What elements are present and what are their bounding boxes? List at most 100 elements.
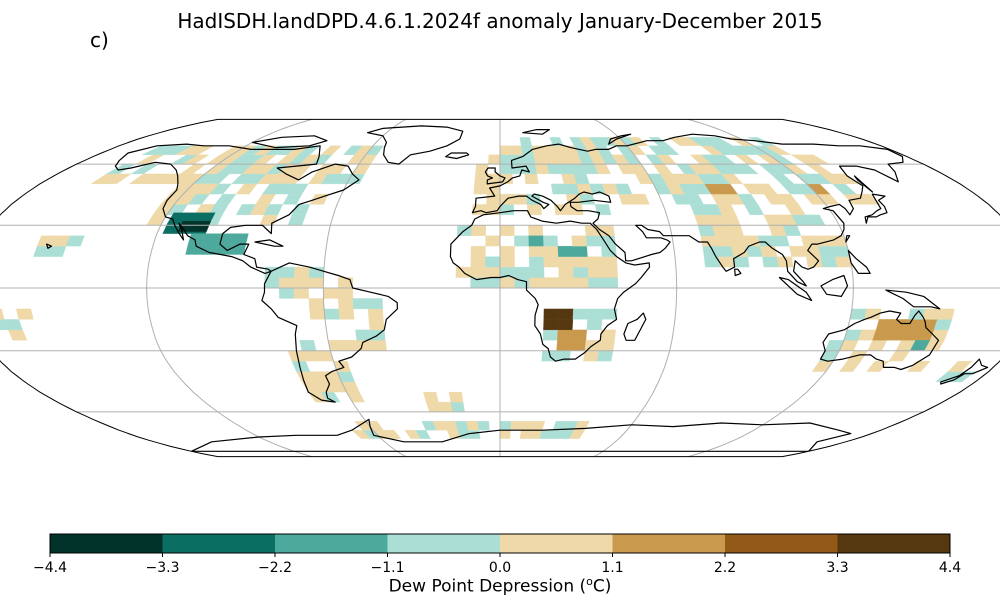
grid-cell [572, 246, 588, 257]
grid-cell [470, 256, 486, 268]
map-boundary [0, 118, 1000, 458]
grid-cell [448, 391, 464, 403]
indonesia-coast [778, 276, 813, 302]
grid-cell [588, 277, 604, 289]
grid-cell [571, 329, 587, 341]
colorbar-label-prefix: Dew Point Depression ( [388, 576, 587, 597]
svalbard-coast [522, 129, 550, 135]
grid-cell [535, 163, 550, 175]
grid-cell [543, 277, 560, 289]
colorbar-tick-label: 3.3 [826, 560, 849, 576]
grid-cell [542, 235, 559, 247]
grid-cell [601, 308, 618, 320]
grid-cell [628, 137, 649, 146]
grid-cell [586, 319, 603, 330]
philippines-coast [847, 249, 871, 274]
grid-cell [587, 308, 603, 320]
grid-cell [485, 235, 501, 247]
panel-label: c) [90, 28, 109, 52]
grid-cell [471, 225, 487, 236]
grid-cell [308, 277, 324, 289]
grid-cell [473, 183, 488, 195]
grid-cell [16, 308, 34, 320]
grid-cell [255, 193, 276, 205]
grid-cell [499, 256, 515, 268]
grid-cell [707, 137, 734, 146]
grid-cell [557, 246, 574, 257]
grid-cell [486, 193, 501, 205]
grid-cell [744, 204, 765, 215]
grid-cell [259, 214, 279, 226]
grid-cell [585, 235, 602, 247]
grid-cell [601, 256, 618, 268]
grid-cell [755, 183, 778, 195]
colorbar-label-unit-sup: o [586, 575, 593, 588]
grid-cell [485, 266, 501, 278]
grid-cell [522, 154, 536, 165]
grid-cell [470, 266, 486, 278]
colorbar-tick-label: 2.2 [713, 560, 737, 576]
grid-cell [308, 298, 325, 310]
grid-cell [831, 173, 859, 185]
grid-cell [588, 137, 607, 146]
grid-cell [528, 246, 544, 257]
north-america-coast [114, 143, 360, 274]
grid-cell [573, 277, 589, 289]
grid-cell [714, 235, 732, 247]
grid-cell [468, 430, 481, 439]
grid-cell [558, 266, 574, 278]
grid-cell [470, 246, 486, 257]
grid-cell [563, 183, 580, 195]
grid-cell [543, 246, 559, 257]
grid-cell [631, 193, 650, 205]
grid-cell [488, 154, 501, 165]
colorbar-tick-label: 0.0 [488, 560, 512, 576]
taiwan-coast [845, 235, 851, 243]
grid-cell [526, 193, 541, 205]
africa-coast [449, 210, 651, 362]
grid-cell [652, 163, 673, 175]
grid-cell [499, 277, 515, 289]
grid-cell [279, 266, 295, 278]
grid-cell [367, 308, 384, 320]
grid-cell [342, 340, 359, 351]
figure-title: HadISDH.landDPD.4.6.1.2024f anomaly Janu… [177, 9, 823, 33]
antarctica-coast [190, 418, 852, 452]
grid-cell [370, 340, 388, 351]
hawaii-coast [46, 243, 53, 249]
grid-cell [367, 298, 383, 310]
grid-cell [558, 308, 574, 320]
grid-cell [287, 214, 306, 226]
grid-cell [337, 287, 354, 299]
grid-cell [486, 183, 501, 195]
grid-cell [209, 183, 232, 195]
grid-cell [214, 193, 237, 205]
grid-cell [557, 329, 573, 341]
graticule [0, 119, 1000, 457]
grid-cell [671, 173, 693, 185]
grid-cell [466, 421, 480, 431]
grid-cell [716, 204, 737, 215]
grid-cell [573, 173, 590, 185]
grid-cell [572, 256, 589, 268]
grid-cell [288, 183, 309, 195]
grid-cell [835, 256, 853, 268]
sri-lanka-coast [734, 268, 742, 277]
grid-cell [557, 319, 574, 330]
grid-cell [309, 308, 326, 320]
grid-cell [499, 204, 515, 215]
grid-cell [235, 183, 258, 195]
grid-cell [550, 183, 567, 195]
grid-cell [179, 163, 207, 175]
grid-cell [529, 266, 545, 278]
grid-cell [531, 421, 545, 431]
grid-cell [499, 145, 512, 155]
grid-cell [474, 173, 488, 185]
grid-cell [299, 340, 317, 351]
eurasia-coast [471, 133, 904, 287]
grid-cell [338, 298, 354, 310]
grid-cell [278, 277, 295, 289]
grid-cell [293, 277, 309, 289]
grid-cell [528, 235, 544, 247]
